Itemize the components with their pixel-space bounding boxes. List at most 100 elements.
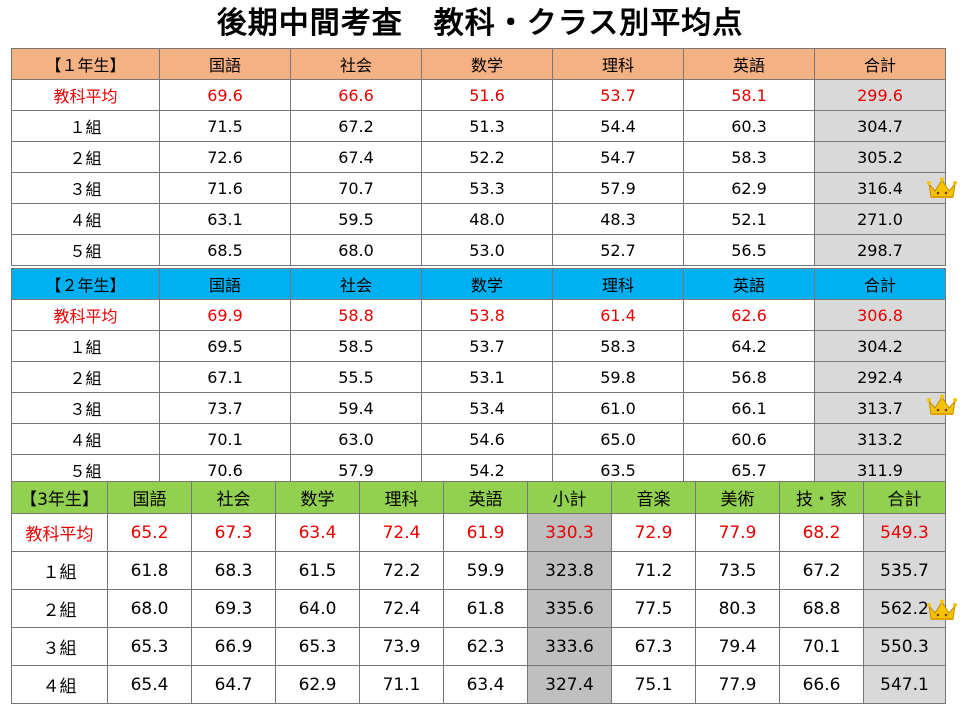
header-sugaku: 数学 xyxy=(421,48,553,80)
cell: 61.8 xyxy=(443,589,528,628)
cell: 62.6 xyxy=(683,299,815,331)
cell: 55.5 xyxy=(290,361,422,393)
cell: 58.3 xyxy=(683,141,815,173)
total-cell: 304.2 xyxy=(814,330,946,362)
cell: 69.6 xyxy=(159,79,291,111)
header-gika: 技・家 xyxy=(779,481,864,514)
table-row: ５組 70.6 57.9 54.2 63.5 65.7 311.9 xyxy=(11,454,946,486)
row-label: １組 xyxy=(11,110,160,142)
subtotal-cell: 323.8 xyxy=(527,551,612,590)
cell: 73.5 xyxy=(695,551,780,590)
row-label: 教科平均 xyxy=(11,513,108,552)
header-eigo: 英語 xyxy=(683,48,815,80)
grade-label: 【１年生】 xyxy=(11,48,160,80)
cell: 66.6 xyxy=(779,665,864,704)
cell: 63.5 xyxy=(552,454,684,486)
table-row: １組 61.8 68.3 61.5 72.2 59.9 323.8 71.2 7… xyxy=(11,551,946,590)
cell: 68.3 xyxy=(191,551,276,590)
cell: 53.7 xyxy=(421,330,553,362)
cell: 70.1 xyxy=(779,627,864,666)
cell: 68.0 xyxy=(107,589,192,628)
cell: 67.3 xyxy=(611,627,696,666)
cell: 64.2 xyxy=(683,330,815,362)
grade1-average-row: 教科平均 69.6 66.6 51.6 53.7 58.1 299.6 xyxy=(11,79,946,111)
cell: 59.9 xyxy=(443,551,528,590)
cell: 53.8 xyxy=(421,299,553,331)
cell: 51.3 xyxy=(421,110,553,142)
grade1-header-row: 【１年生】 国語 社会 数学 理科 英語 合計 xyxy=(11,48,946,80)
cell: 65.3 xyxy=(107,627,192,666)
cell: 77.9 xyxy=(695,513,780,552)
cell: 54.6 xyxy=(421,423,553,455)
cell: 79.4 xyxy=(695,627,780,666)
row-label: １組 xyxy=(11,330,160,362)
total-cell: 299.6 xyxy=(814,79,946,111)
cell: 58.8 xyxy=(290,299,422,331)
cell: 52.1 xyxy=(683,203,815,235)
total-cell: 547.1 xyxy=(863,665,946,704)
cell: 71.6 xyxy=(159,172,291,204)
header-kokugo: 国語 xyxy=(159,268,291,300)
table-row: ５組 68.5 68.0 53.0 52.7 56.5 298.7 xyxy=(11,234,946,266)
cell: 65.4 xyxy=(107,665,192,704)
cell: 64.0 xyxy=(275,589,360,628)
cell: 70.7 xyxy=(290,172,422,204)
cell: 48.0 xyxy=(421,203,553,235)
row-label: ３組 xyxy=(11,172,160,204)
cell: 77.5 xyxy=(611,589,696,628)
cell: 67.2 xyxy=(779,551,864,590)
total-cell: 311.9 xyxy=(814,454,946,486)
cell: 56.8 xyxy=(683,361,815,393)
cell: 53.4 xyxy=(421,392,553,424)
cell: 62.9 xyxy=(683,172,815,204)
header-ongaku: 音楽 xyxy=(611,481,696,514)
cell: 72.2 xyxy=(359,551,444,590)
row-label: ３組 xyxy=(11,392,160,424)
row-label: ２組 xyxy=(11,361,160,393)
header-subtotal: 小計 xyxy=(527,481,612,514)
cell: 63.1 xyxy=(159,203,291,235)
total-cell: 550.3 xyxy=(863,627,946,666)
cell: 60.6 xyxy=(683,423,815,455)
total-cell: 316.4 xyxy=(814,172,946,204)
cell: 72.4 xyxy=(359,589,444,628)
grade2-average-row: 教科平均 69.9 58.8 53.8 61.4 62.6 306.8 xyxy=(11,299,946,331)
cell: 53.3 xyxy=(421,172,553,204)
subtotal-cell: 330.3 xyxy=(527,513,612,552)
total-cell: 304.7 xyxy=(814,110,946,142)
row-label: ２組 xyxy=(11,589,108,628)
header-shakai: 社会 xyxy=(290,48,422,80)
cell: 69.9 xyxy=(159,299,291,331)
cell: 71.5 xyxy=(159,110,291,142)
table-row: ２組 67.1 55.5 53.1 59.8 56.8 292.4 xyxy=(11,361,946,393)
cell: 66.9 xyxy=(191,627,276,666)
total-cell: 535.7 xyxy=(863,551,946,590)
header-kokugo: 国語 xyxy=(159,48,291,80)
header-kokugo: 国語 xyxy=(107,481,192,514)
row-label: ２組 xyxy=(11,141,160,173)
cell: 61.9 xyxy=(443,513,528,552)
cell: 54.4 xyxy=(552,110,684,142)
cell: 48.3 xyxy=(552,203,684,235)
cell: 75.1 xyxy=(611,665,696,704)
cell: 59.5 xyxy=(290,203,422,235)
page-title: 後期中間考査 教科・クラス別平均点 xyxy=(216,6,744,41)
cell: 54.7 xyxy=(552,141,684,173)
grade3-table: 【3年生】 国語 社会 数学 理科 英語 小計 音楽 美術 技・家 合計 教科平… xyxy=(11,481,946,704)
header-sugaku: 数学 xyxy=(421,268,553,300)
cell: 73.9 xyxy=(359,627,444,666)
grade-label: 【3年生】 xyxy=(11,481,108,514)
table-row: ２組 72.6 67.4 52.2 54.7 58.3 305.2 xyxy=(11,141,946,173)
cell: 58.3 xyxy=(552,330,684,362)
row-label: ４組 xyxy=(11,423,160,455)
cell: 52.2 xyxy=(421,141,553,173)
cell: 63.4 xyxy=(275,513,360,552)
table-row: ４組 63.1 59.5 48.0 48.3 52.1 271.0 xyxy=(11,203,946,235)
cell: 71.1 xyxy=(359,665,444,704)
cell: 58.1 xyxy=(683,79,815,111)
cell: 68.0 xyxy=(290,234,422,266)
cell: 52.7 xyxy=(552,234,684,266)
crown-icon xyxy=(927,394,957,415)
table-row: ３組 73.7 59.4 53.4 61.0 66.1 313.7 xyxy=(11,392,946,424)
cell: 69.5 xyxy=(159,330,291,362)
